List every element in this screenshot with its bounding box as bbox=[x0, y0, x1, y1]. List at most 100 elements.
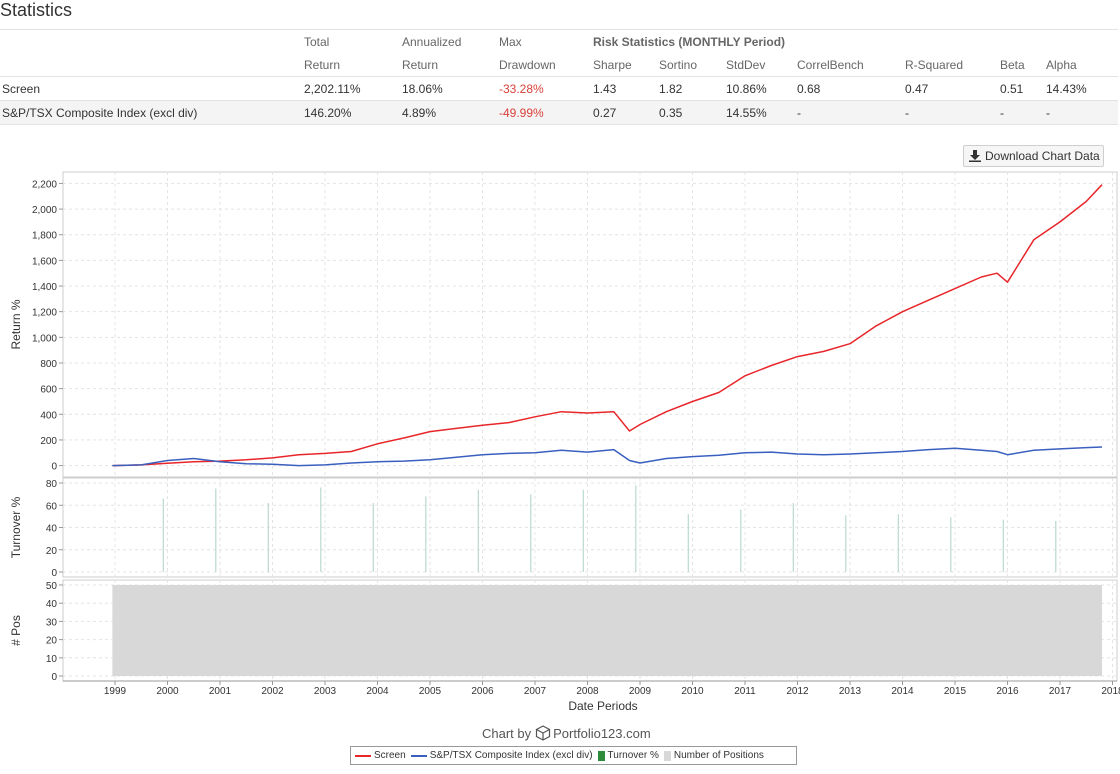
x-tick-label: 2016 bbox=[996, 686, 1019, 697]
x-tick-label: 2015 bbox=[944, 686, 967, 697]
legend-swatch-turnover bbox=[597, 750, 605, 761]
positions-panel: 0 10 20 30 40 50 # Pos bbox=[9, 579, 1118, 683]
row-benchmark-correlbench: - bbox=[797, 106, 801, 120]
cube-icon bbox=[536, 725, 551, 741]
y-tick-label: 50 bbox=[46, 581, 58, 592]
header-correlbench: CorrelBench bbox=[797, 58, 864, 72]
header-total: Total bbox=[304, 35, 330, 49]
row-screen-annualized: 18.06% bbox=[402, 82, 443, 96]
row-screen-alpha: 14.43% bbox=[1046, 82, 1087, 96]
legend-item-screen[interactable]: Screen bbox=[355, 750, 406, 761]
y-axis-label-turnover: Turnover % bbox=[9, 496, 23, 558]
legend-label-screen: Screen bbox=[374, 750, 406, 761]
y-tick-label: 40 bbox=[46, 524, 58, 535]
chart-credit[interactable]: Chart by Portfolio123.com bbox=[482, 725, 651, 741]
row-benchmark-beta: - bbox=[1000, 106, 1004, 120]
x-tick-label: 2007 bbox=[524, 686, 547, 697]
x-axis: 1999 2000 2001 2002 2003 2004 2005 2006 2007 2008… bbox=[63, 680, 1120, 713]
row-background bbox=[0, 101, 1118, 124]
row-benchmark-stddev: 14.55% bbox=[726, 106, 767, 120]
x-tick-label: 1999 bbox=[104, 686, 127, 697]
y-tick-label: 40 bbox=[46, 599, 58, 610]
header-sortino: Sortino bbox=[659, 58, 698, 72]
x-tick-label: 2014 bbox=[891, 686, 914, 697]
x-tick-label: 2017 bbox=[1049, 686, 1072, 697]
y-tick-label: 10 bbox=[46, 654, 58, 665]
chart-legend: Screen S&P/TSX Composite Index (excl div… bbox=[350, 746, 797, 765]
legend-swatch-positions bbox=[663, 750, 671, 761]
row-screen-name: Screen bbox=[2, 82, 41, 96]
y-tick-label: 2,000 bbox=[32, 205, 57, 216]
y-tick-label: 1,200 bbox=[32, 308, 57, 319]
x-tick-label: 2002 bbox=[261, 686, 284, 697]
credit-brand: Portfolio123.com bbox=[553, 725, 651, 741]
header-annualized: Annualized bbox=[402, 35, 462, 49]
x-tick-label: 2010 bbox=[681, 686, 704, 697]
series-line-screen bbox=[112, 184, 1103, 467]
download-icon bbox=[969, 150, 981, 162]
row-benchmark-annualized: 4.89% bbox=[402, 106, 437, 120]
turnover-panel: 0 20 40 60 80 Turnover % bbox=[9, 477, 1118, 579]
y-tick-label: 1,600 bbox=[32, 256, 57, 267]
y-tick-label: 60 bbox=[46, 501, 58, 512]
table-divider bbox=[0, 100, 1118, 101]
legend-item-positions[interactable]: Number of Positions bbox=[663, 750, 764, 761]
legend-item-benchmark[interactable]: S&P/TSX Composite Index (excl div) bbox=[410, 750, 593, 761]
header-risk-statistics: Risk Statistics (MONTHLY Period) bbox=[593, 35, 786, 49]
row-screen-stddev: 10.86% bbox=[726, 82, 767, 96]
legend-label-benchmark: S&P/TSX Composite Index (excl div) bbox=[429, 750, 593, 761]
positions-area bbox=[112, 585, 1102, 676]
header-annualized-return: Return bbox=[402, 58, 439, 72]
y-tick-label: 0 bbox=[51, 568, 57, 579]
row-screen-sortino: 1.82 bbox=[659, 82, 683, 96]
y-tick-label: 0 bbox=[51, 672, 57, 683]
header-total-return: Return bbox=[304, 58, 341, 72]
x-tick-label: 2018 bbox=[1101, 686, 1120, 697]
download-button-label: Download Chart Data bbox=[985, 149, 1100, 163]
row-screen-correlbench: 0.68 bbox=[797, 82, 821, 96]
table-divider bbox=[0, 124, 1118, 125]
header-sharpe: Sharpe bbox=[593, 58, 632, 72]
row-benchmark-sortino: 0.35 bbox=[659, 106, 683, 120]
row-benchmark-alpha: - bbox=[1046, 106, 1050, 120]
y-tick-label: 200 bbox=[40, 436, 57, 447]
legend-label-positions: Number of Positions bbox=[673, 750, 764, 761]
row-screen-drawdown: -33.28% bbox=[499, 82, 544, 96]
y-axis-label-positions: # Pos bbox=[9, 615, 23, 646]
row-benchmark-sharpe: 0.27 bbox=[593, 106, 617, 120]
y-tick-label: 1,000 bbox=[32, 333, 57, 344]
x-tick-label: 2001 bbox=[209, 686, 232, 697]
x-tick-label: 2003 bbox=[314, 686, 337, 697]
x-tick-label: 2012 bbox=[786, 686, 809, 697]
y-axis-label-return: Return % bbox=[9, 299, 23, 349]
header-alpha: Alpha bbox=[1046, 58, 1077, 72]
table-divider bbox=[0, 76, 1118, 77]
performance-chart: 02004006008001,0001,2001,4001,6001,8002,… bbox=[9, 171, 1120, 713]
plot-area bbox=[62, 171, 1118, 478]
y-tick-label: 800 bbox=[40, 359, 57, 370]
x-tick-label: 2006 bbox=[471, 686, 494, 697]
row-screen-sharpe: 1.43 bbox=[593, 82, 617, 96]
x-tick-label: 2009 bbox=[629, 686, 652, 697]
row-benchmark-drawdown: -49.99% bbox=[499, 106, 544, 120]
row-screen-rsquared: 0.47 bbox=[905, 82, 929, 96]
download-chart-data-button[interactable]: Download Chart Data bbox=[963, 145, 1104, 167]
y-tick-label: 20 bbox=[46, 546, 58, 557]
y-tick-label: 0 bbox=[51, 462, 57, 473]
table-divider bbox=[0, 29, 1118, 30]
page-title: Statistics bbox=[0, 0, 73, 20]
credit-prefix: Chart by bbox=[482, 725, 532, 741]
row-benchmark-name: S&P/TSX Composite Index (excl div) bbox=[2, 106, 198, 120]
header-stddev: StdDev bbox=[726, 58, 766, 72]
y-tick-label: 1,400 bbox=[32, 282, 57, 293]
x-tick-label: 2000 bbox=[156, 686, 179, 697]
legend-item-turnover[interactable]: Turnover % bbox=[597, 750, 659, 761]
x-tick-label: 2008 bbox=[576, 686, 599, 697]
x-axis-label: Date Periods bbox=[568, 699, 637, 713]
x-tick-label: 2011 bbox=[734, 686, 756, 697]
legend-swatch-benchmark bbox=[410, 754, 427, 757]
y-tick-label: 600 bbox=[40, 385, 57, 396]
x-tick-label: 2013 bbox=[839, 686, 862, 697]
x-tick-label: 2004 bbox=[366, 686, 389, 697]
header-max: Max bbox=[499, 35, 522, 49]
